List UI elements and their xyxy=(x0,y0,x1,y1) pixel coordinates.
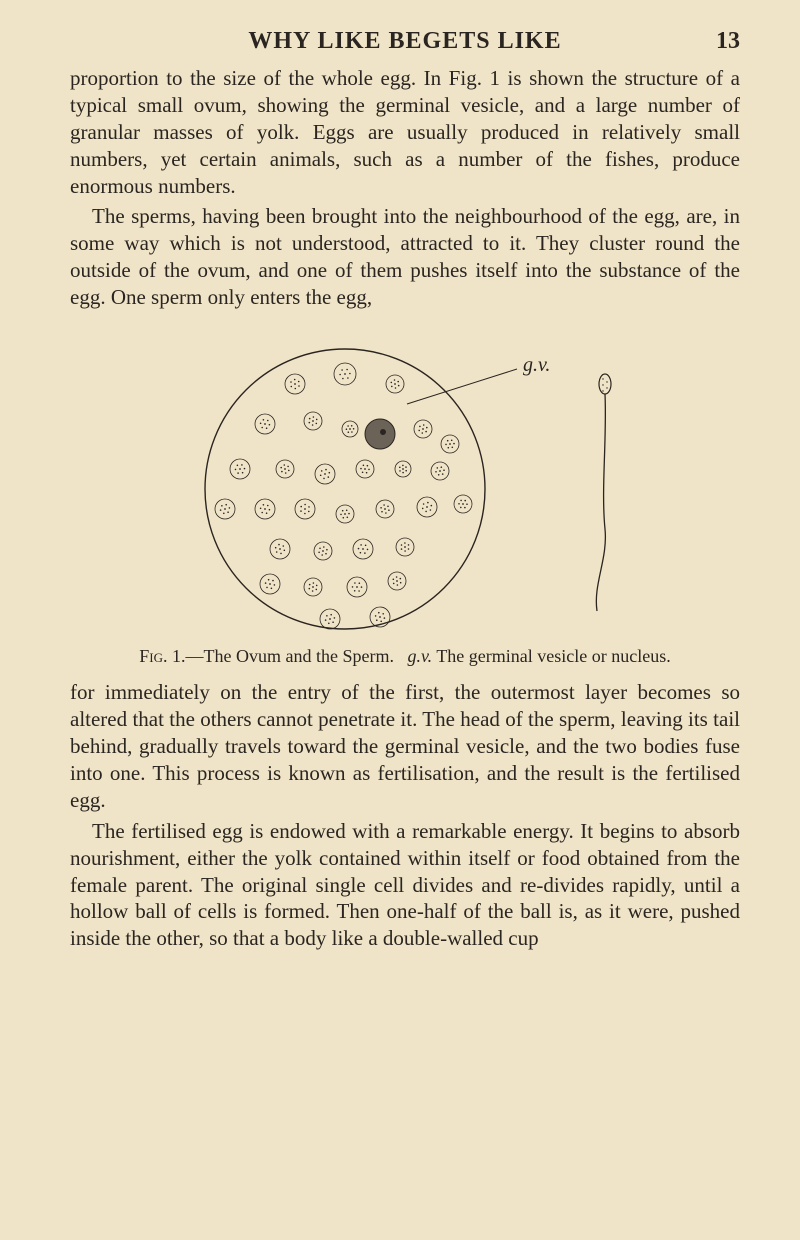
page-number: 13 xyxy=(700,28,740,55)
figure-1: g.v. Fig. 1.—The Ovum and the Sperm. g.v… xyxy=(70,329,740,668)
paragraph-2: The sperms, having been brought into the… xyxy=(70,203,740,311)
svg-text:g.v.: g.v. xyxy=(523,354,550,376)
page-header: WHY LIKE BEGETS LIKE 13 xyxy=(70,28,740,55)
paragraph-1: proportion to the size of the whole egg.… xyxy=(70,65,740,199)
running-title: WHY LIKE BEGETS LIKE xyxy=(70,28,700,55)
figure-caption: Fig. 1.—The Ovum and the Sperm. g.v. The… xyxy=(70,645,740,668)
ovum-sperm-diagram: g.v. xyxy=(145,329,665,639)
caption-definition: The germinal vesicle or nucleus. xyxy=(436,646,670,666)
caption-symbol: g.v. xyxy=(407,646,432,666)
paragraph-4: The fertilised egg is endowed with a rem… xyxy=(70,818,740,952)
caption-label: Fig. 1. xyxy=(139,646,185,666)
caption-main: —The Ovum and the Sperm. xyxy=(186,646,394,666)
paragraph-3: for immediately on the entry of the firs… xyxy=(70,679,740,813)
page-container: WHY LIKE BEGETS LIKE 13 proportion to th… xyxy=(0,0,800,986)
